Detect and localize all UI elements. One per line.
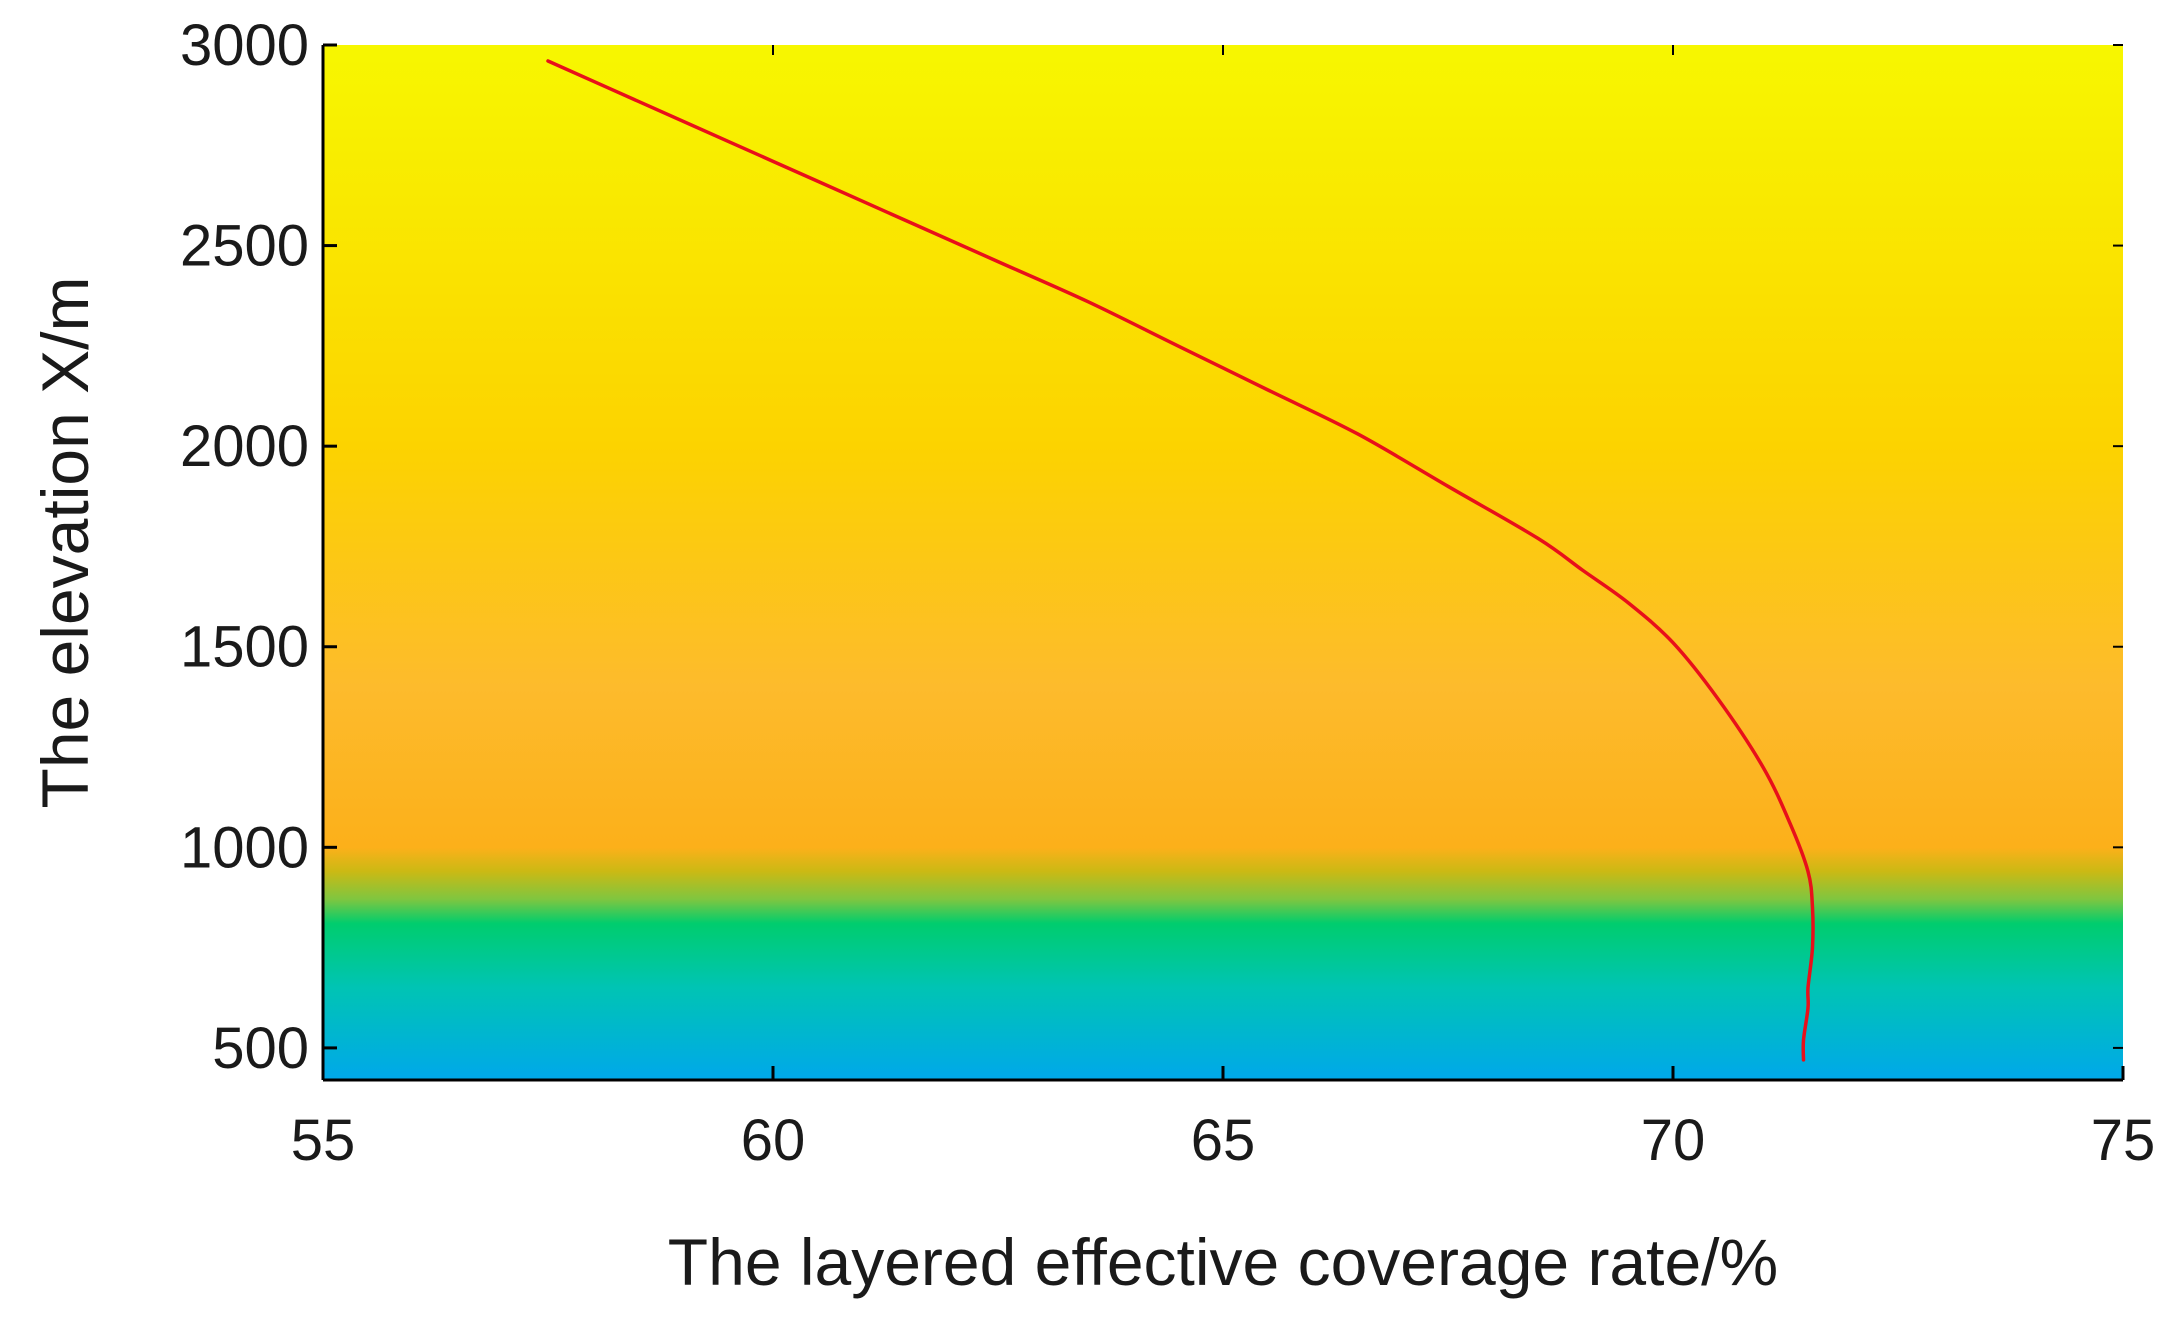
y-tick-label: 1000 — [180, 815, 309, 880]
plot-background — [323, 45, 2123, 1080]
x-tick-label: 75 — [2091, 1108, 2156, 1173]
x-tick-label: 65 — [1191, 1108, 1256, 1173]
series-layer — [546, 59, 1815, 1062]
y-axis-title: The elevation X/m — [28, 277, 102, 809]
y-tick-label: 2500 — [180, 214, 309, 279]
y-tick-label: 1500 — [180, 615, 309, 680]
y-tick-label: 3000 — [180, 13, 309, 78]
x-axis-title: The layered effective coverage rate/% — [668, 1225, 1778, 1299]
series-line-0 — [546, 59, 1815, 1062]
y-axis-ticks: 500 1000 1500 2000 2500 3000 — [180, 13, 2123, 1081]
x-tick-label: 60 — [741, 1108, 806, 1173]
x-axis-ticks: 55 60 65 70 75 — [291, 45, 2156, 1173]
x-tick-label: 55 — [291, 1108, 356, 1173]
y-tick-label: 500 — [212, 1016, 309, 1081]
y-tick-label: 2000 — [180, 414, 309, 479]
x-tick-label: 70 — [1641, 1108, 1706, 1173]
